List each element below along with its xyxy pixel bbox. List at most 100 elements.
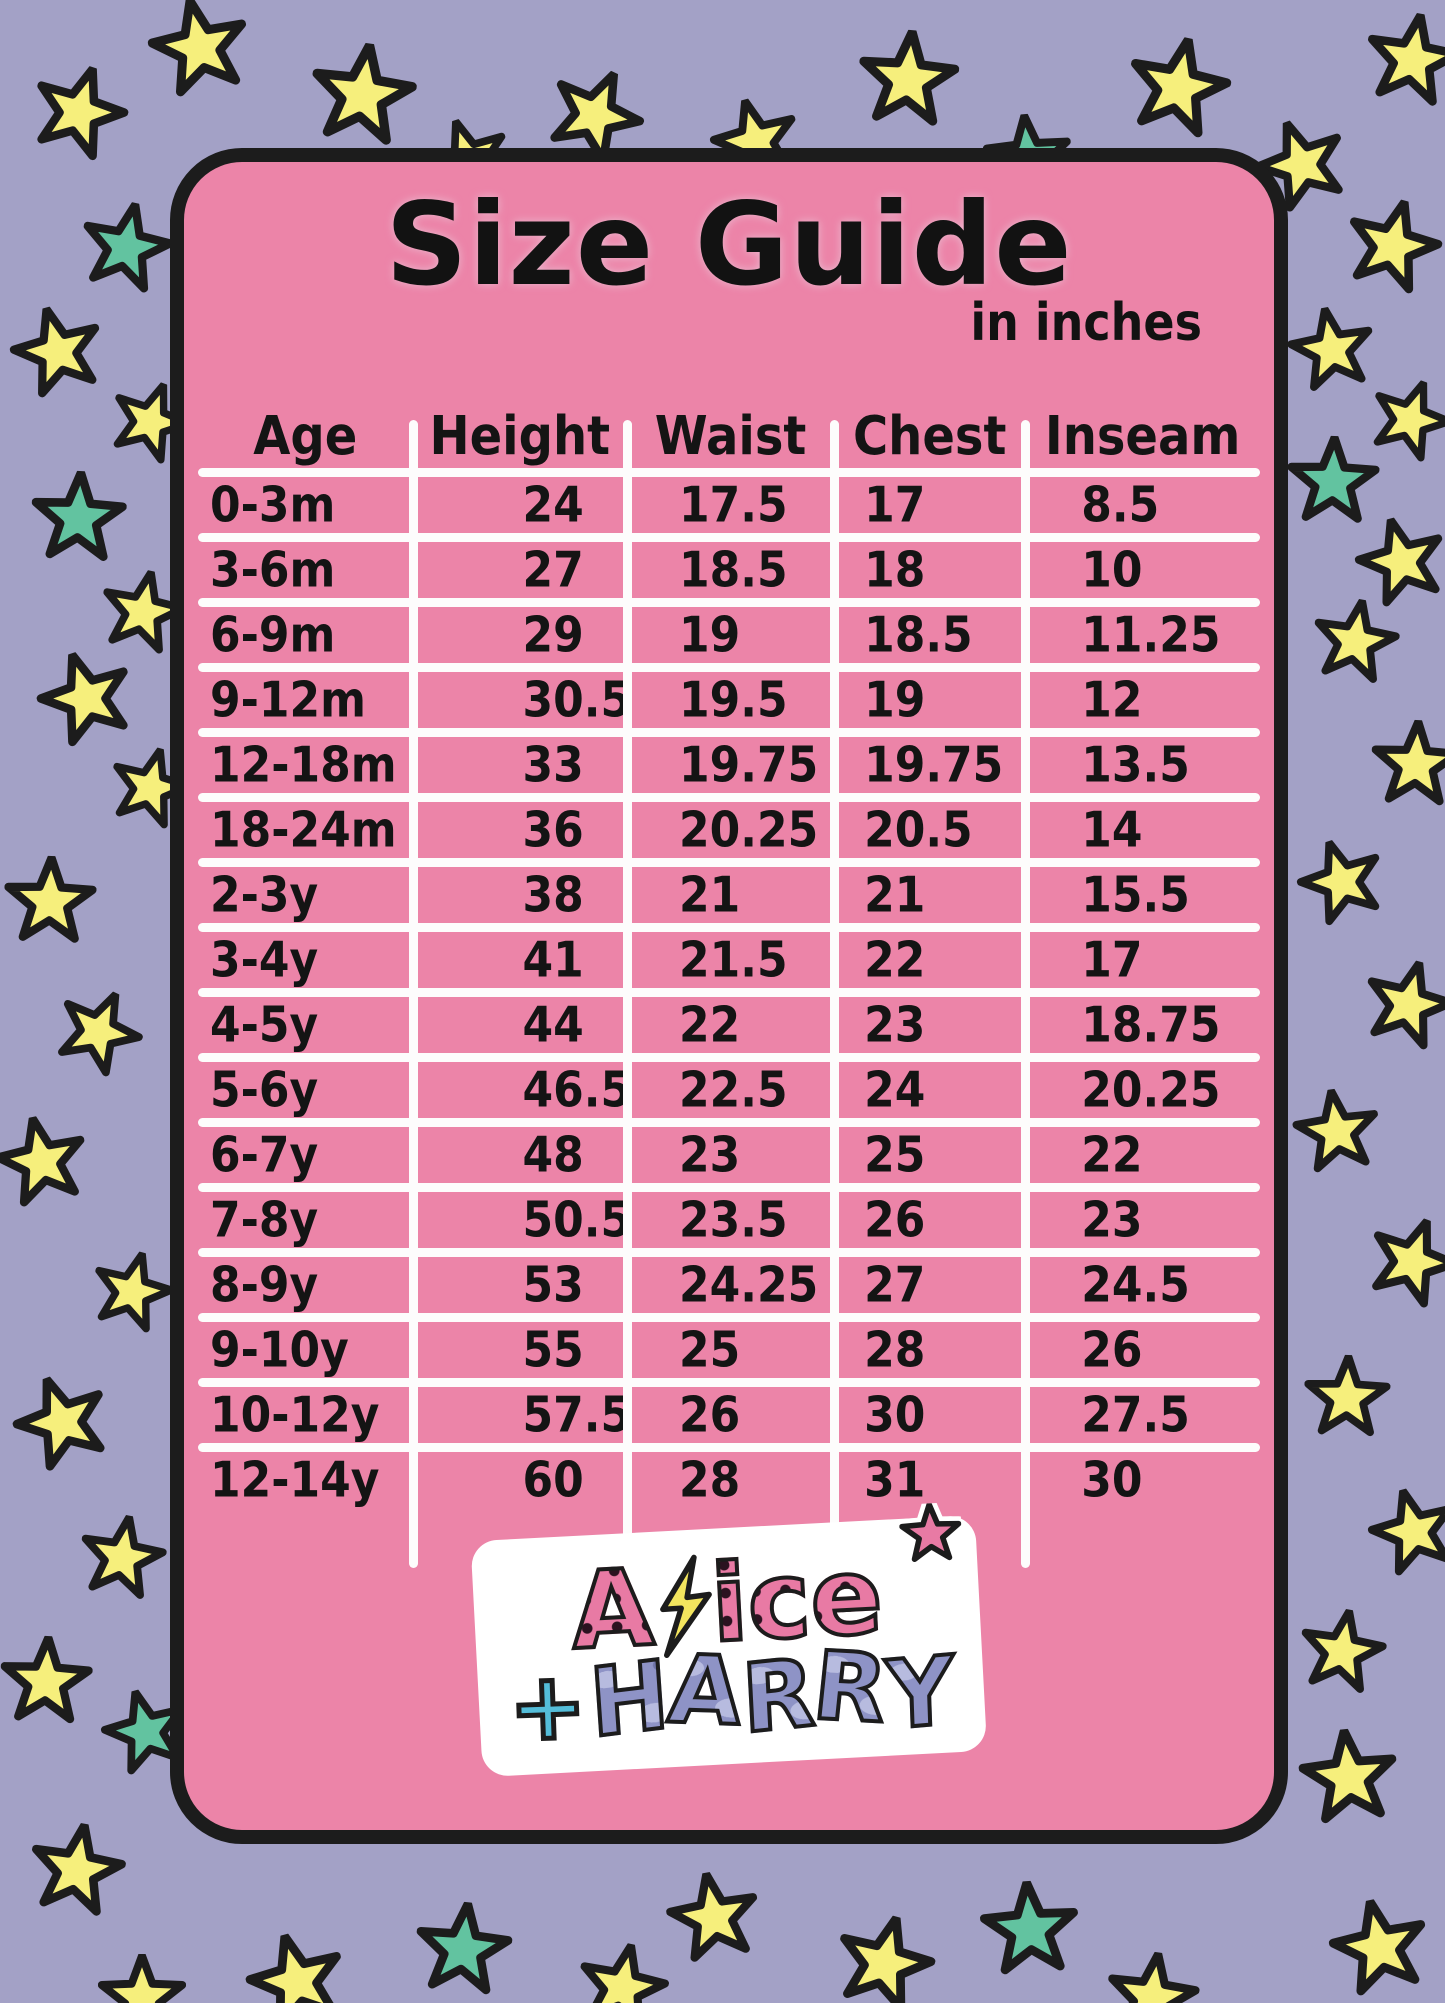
- star-icon: [21, 1815, 131, 1925]
- value-cell: 50.5: [522, 1191, 632, 1249]
- row-divider-line: [198, 598, 1260, 607]
- logo-letter: R: [737, 1637, 819, 1758]
- age-cell: 3-6m: [210, 541, 336, 599]
- star-icon: [1347, 507, 1445, 617]
- table-row: 5-6y 46.5 22.5 24 20.25: [198, 1061, 1260, 1119]
- star-icon: [26, 638, 146, 758]
- age-cell: 7-8y: [210, 1191, 319, 1249]
- star-icon: [1282, 300, 1382, 400]
- value-cell: 18.5: [864, 606, 973, 664]
- table-row: 3-4y 41 21.5 22 17: [198, 931, 1260, 989]
- table-row: 0-3m 24 17.5 17 8.5: [198, 476, 1260, 534]
- value-cell: 46.5: [522, 1061, 632, 1119]
- age-cell: 3-4y: [210, 931, 319, 989]
- value-cell: 24: [864, 1061, 926, 1119]
- table-row: 4-5y 44 22 23 18.75: [198, 996, 1260, 1054]
- value-cell: 21: [864, 866, 926, 924]
- logo-line-harry: + HARRY: [505, 1630, 959, 1764]
- star-icon: [531, 52, 657, 178]
- age-cell: 6-9m: [210, 606, 336, 664]
- value-cell: 18.75: [1081, 996, 1221, 1054]
- value-cell: 19.75: [864, 736, 1004, 794]
- age-cell: 10-12y: [210, 1386, 380, 1444]
- star-icon: [98, 1954, 186, 2003]
- column-header-inseam: Inseam: [1044, 404, 1241, 468]
- logo-star-icon: [894, 1497, 967, 1571]
- value-cell: 26: [679, 1386, 741, 1444]
- star-icon: [1, 1361, 123, 1483]
- star-icon: [1285, 434, 1380, 529]
- table-row: 12-18m 33 19.75 19.75 13.5: [198, 736, 1260, 794]
- star-icon: [2, 854, 97, 949]
- column-divider-line: [623, 420, 633, 1568]
- value-cell: 17: [864, 476, 926, 534]
- star-icon: [1357, 5, 1445, 115]
- logo-line-alice: A ice: [501, 1497, 967, 1675]
- value-cell: 20.25: [1081, 1061, 1221, 1119]
- star-icon: [71, 193, 180, 302]
- value-cell: 17.5: [679, 476, 788, 534]
- value-cell: 20.25: [679, 801, 819, 859]
- value-cell: 48: [522, 1126, 584, 1184]
- star-icon: [1357, 367, 1445, 472]
- value-cell: 31: [864, 1451, 926, 1509]
- star-icon: [1100, 1946, 1204, 2003]
- star-icon: [41, 975, 155, 1089]
- star-icon: [1288, 1083, 1385, 1180]
- age-cell: 12-14y: [210, 1451, 380, 1509]
- value-cell: 8.5: [1081, 476, 1160, 534]
- value-cell: 23: [679, 1126, 741, 1184]
- logo-letter: A: [662, 1634, 748, 1749]
- row-divider-line: [198, 1053, 1260, 1062]
- star-icon: [1360, 1478, 1445, 1586]
- value-cell: 21.5: [679, 931, 788, 989]
- star-icon: [141, 0, 260, 107]
- plus-icon: +: [505, 1650, 591, 1765]
- value-cell: 20.5: [864, 801, 973, 859]
- value-cell: 29: [522, 606, 584, 664]
- brand-logo: A ice: [470, 1497, 988, 1778]
- row-divider-line: [198, 728, 1260, 737]
- value-cell: 30: [1081, 1451, 1143, 1509]
- age-cell: 6-7y: [210, 1126, 319, 1184]
- value-cell: 21: [679, 866, 741, 924]
- value-cell: 24: [522, 476, 584, 534]
- logo-letter: Y: [883, 1634, 959, 1753]
- value-cell: 30.5: [522, 671, 632, 729]
- star-icon: [2, 296, 115, 409]
- value-cell: 53: [522, 1256, 584, 1314]
- star-icon: [237, 1922, 357, 2003]
- row-divider-line: [198, 1443, 1260, 1452]
- value-cell: 25: [864, 1126, 926, 1184]
- age-cell: 9-12m: [210, 671, 366, 729]
- table-row: 6-9m 29 19 18.5 11.25: [198, 606, 1260, 664]
- age-cell: 12-18m: [210, 736, 397, 794]
- column-header-chest: Chest: [852, 404, 1007, 468]
- table-row: 10-12y 57.5 26 30 27.5: [198, 1386, 1260, 1444]
- value-cell: 24.5: [1081, 1256, 1190, 1314]
- row-divider-line: [198, 1313, 1260, 1322]
- value-cell: 27.5: [1081, 1386, 1190, 1444]
- column-divider-line: [830, 420, 840, 1568]
- value-cell: 44: [522, 996, 584, 1054]
- value-cell: 14: [1081, 801, 1143, 859]
- star-icon: [1295, 1724, 1403, 1832]
- star-icon: [1243, 106, 1361, 224]
- value-cell: 27: [864, 1256, 926, 1314]
- table-row: 2-3y 38 21 21 15.5: [198, 866, 1260, 924]
- value-cell: 23: [1081, 1191, 1143, 1249]
- value-cell: 36: [522, 801, 584, 859]
- row-divider-line: [198, 1248, 1260, 1257]
- value-cell: 11.25: [1081, 606, 1221, 664]
- star-icon: [0, 1633, 94, 1731]
- column-header-waist: Waist: [654, 404, 807, 468]
- star-icon: [82, 1242, 182, 1342]
- row-divider-line: [198, 663, 1260, 672]
- star-icon: [569, 1935, 676, 2003]
- table-row: 7-8y 50.5 23.5 26 23: [198, 1191, 1260, 1249]
- logo-letter: H: [585, 1639, 675, 1761]
- star-icon: [1353, 950, 1445, 1060]
- value-cell: 15.5: [1081, 866, 1190, 924]
- star-icon: [978, 1878, 1083, 1983]
- value-cell: 26: [864, 1191, 926, 1249]
